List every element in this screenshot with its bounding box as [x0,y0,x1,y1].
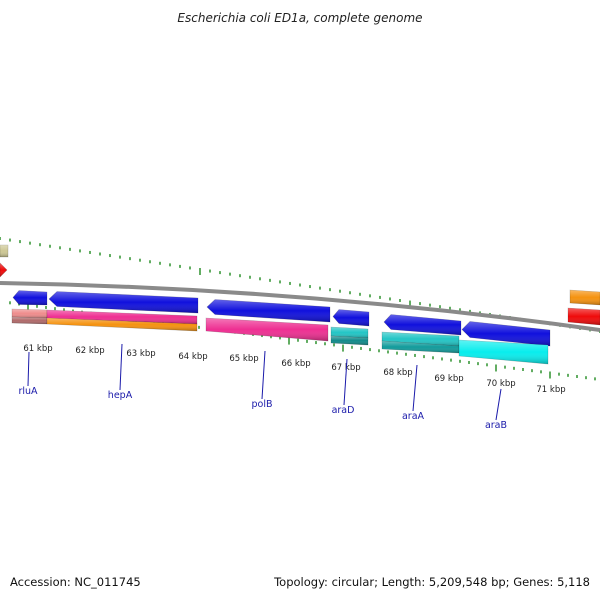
gene-arrow-araB-shade [462,321,550,346]
gene-arrow-hepA-shade [49,291,198,313]
cds-bar-orange-1[interactable] [46,317,198,332]
cds-bar-pink-2[interactable] [205,317,329,342]
cds-bar-teal-2-shade [382,332,459,346]
cds-bar-teal-1[interactable] [330,326,369,339]
edge-feature-red-shade [568,308,600,325]
gene-arrow-araA-shade [384,314,461,335]
gene-label-rluA[interactable]: rluA [18,386,38,397]
cds-bar-cyan-shade [459,340,548,364]
gene-arrow-rluA-shade [13,290,47,305]
gene-label-hepA[interactable]: hepA [108,390,133,401]
kbp-label: 70 kbp [486,379,515,389]
kbp-label: 69 kbp [434,374,463,384]
gene-arrow-araD[interactable] [332,309,370,327]
kbp-label: 64 kbp [178,352,207,362]
kbp-label: 61 kbp [23,344,52,354]
gene-label-araB[interactable]: araB [485,420,507,431]
edge-arrow-red[interactable] [0,262,8,278]
cds-bar-teal-1-shade [331,327,368,338]
edge-feature-khaki[interactable] [0,244,9,258]
cds-bar-teal-2-lower-shade [382,341,459,353]
gene-leader-line [119,343,123,391]
kbp-label: 71 kbp [536,385,565,395]
cds-bar-salmon-lower[interactable] [11,316,48,325]
edge-arrow-red-shade [0,263,7,277]
gene-label-araD[interactable]: araD [332,405,355,416]
cds-bar-pink-1-shade [47,310,197,324]
edge-feature-khaki-shade [0,245,8,257]
kbp-label: 65 kbp [229,354,258,364]
gene-label-polB[interactable]: polB [252,399,273,410]
accession-text: Accession: NC_011745 [10,575,141,589]
kbp-label: 63 kbp [126,349,155,359]
gene-arrow-polB-shade [207,299,330,322]
kbp-label: 66 kbp [281,359,310,369]
kbp-label: 62 kbp [75,346,104,356]
gene-arrow-polB[interactable] [206,299,331,323]
cds-bar-teal-2-lower[interactable] [381,340,460,354]
gene-leader-line [261,350,266,400]
gene-arrow-araA[interactable] [383,314,462,336]
cds-bar-teal-1-lower[interactable] [330,335,369,346]
gene-leader-line [495,388,502,421]
genome-summary-text: Topology: circular; Length: 5,209,548 bp… [273,575,590,589]
gene-labels: rluA hepA polB araD araA araB [18,343,507,431]
feature-tracks [0,244,600,365]
cds-bar-salmon-shade [12,309,47,318]
gene-arrow-araD-shade [333,309,369,326]
gene-arrow-araB[interactable] [461,321,551,347]
map-title: Escherichia coli ED1a, complete genome [177,11,422,25]
edge-feature-red[interactable] [567,307,600,326]
gene-label-araA[interactable]: araA [402,411,425,422]
cds-bar-salmon-lower-shade [12,317,47,324]
cds-bar-orange-1-shade [47,318,197,331]
gene-arrow-rluA[interactable] [12,290,48,306]
cds-bar-salmon[interactable] [11,308,48,319]
cds-bar-cyan[interactable] [458,339,549,365]
cds-bar-teal-1-lower-shade [331,336,368,345]
cds-bar-pink-2-shade [206,318,328,341]
edge-feature-orange[interactable] [569,289,600,306]
gene-leader-line [27,351,30,387]
gene-leader-line [343,358,348,406]
genome-backbone [0,281,600,332]
edge-feature-orange-shade [570,290,600,305]
kbp-label: 68 kbp [383,368,412,378]
gene-arrow-hepA[interactable] [48,291,199,314]
gene-leader-line [412,364,418,412]
